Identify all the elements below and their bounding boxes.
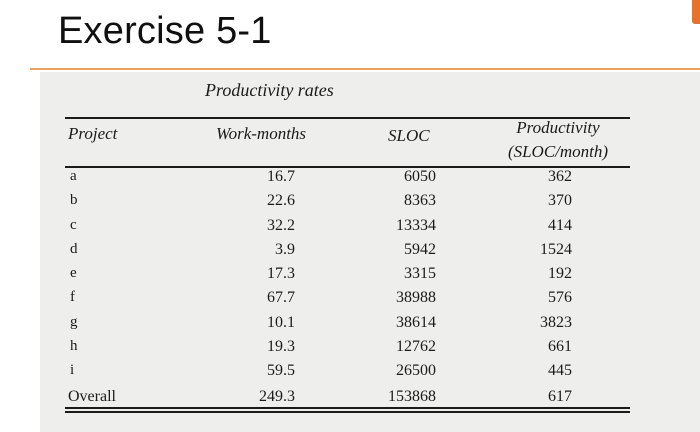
- cell-sloc: 38614: [396, 313, 436, 331]
- cell-work-months: 3.9: [275, 240, 295, 258]
- table-row: a 16.7 6050 362: [0, 166, 700, 190]
- header-sloc: SLOC: [388, 126, 430, 145]
- cell-sloc: 5942: [404, 240, 436, 258]
- cell-project: e: [70, 265, 77, 282]
- cell-sloc: 12762: [396, 338, 436, 356]
- slide-title: Exercise 5-1: [58, 10, 272, 52]
- cell-work-months: 22.6: [267, 192, 295, 210]
- cell-project: b: [70, 192, 78, 209]
- cell-sloc: 3315: [404, 265, 436, 283]
- cell-work-months: 59.5: [267, 362, 295, 380]
- header-productivity-line2: (SLOC/month): [507, 142, 609, 161]
- table-row: f 67.7 38988 576: [0, 287, 700, 311]
- header-work-months: Work-months: [216, 124, 307, 143]
- cell-sloc: 13334: [396, 216, 436, 234]
- cell-work-months: 17.3: [267, 265, 295, 283]
- table-row: g 10.1 38614 3823: [0, 312, 700, 336]
- table-top-rule: [65, 117, 630, 119]
- cell-sloc: 26500: [396, 362, 436, 380]
- cell-productivity: 576: [548, 289, 572, 307]
- cell-productivity: 1524: [540, 240, 572, 258]
- accent-mark: [692, 0, 700, 24]
- cell-sloc: 153868: [388, 387, 436, 405]
- table-row-overall: Overall 249.3 153868 617: [0, 385, 700, 409]
- cell-sloc: 38988: [396, 289, 436, 307]
- cell-project: d: [70, 240, 78, 257]
- cell-project: f: [70, 289, 75, 306]
- table-row: c 32.2 13334 414: [0, 215, 700, 239]
- table-row: d 3.9 5942 1524: [0, 239, 700, 263]
- table-caption: Productivity rates: [205, 80, 334, 100]
- table-row: h 19.3 12762 661: [0, 336, 700, 360]
- table-bottom-rule-double: [65, 411, 630, 413]
- table-row: i 59.5 26500 445: [0, 360, 700, 384]
- cell-productivity: 445: [548, 362, 572, 380]
- cell-productivity: 617: [548, 387, 572, 405]
- cell-productivity: 370: [548, 192, 572, 210]
- cell-productivity: 362: [548, 168, 572, 185]
- cell-sloc: 8363: [404, 192, 436, 210]
- cell-productivity: 661: [548, 338, 572, 356]
- cell-project: Overall: [68, 387, 116, 405]
- cell-work-months: 32.2: [267, 216, 295, 234]
- cell-project: c: [70, 216, 77, 233]
- book-page-photo: [40, 72, 700, 432]
- table-header-rule: [65, 166, 630, 168]
- header-project: Project: [68, 124, 118, 143]
- cell-work-months: 67.7: [267, 289, 295, 307]
- header-productivity: Productivity (SLOC/month): [488, 116, 628, 164]
- header-productivity-line1: Productivity: [516, 118, 600, 137]
- table-bottom-rule: [65, 407, 630, 409]
- cell-work-months: 10.1: [267, 313, 295, 331]
- cell-productivity: 192: [548, 265, 572, 283]
- cell-project: h: [70, 338, 78, 355]
- title-underline: [30, 68, 700, 70]
- cell-productivity: 414: [548, 216, 572, 234]
- table-row: e 17.3 3315 192: [0, 263, 700, 287]
- cell-productivity: 3823: [540, 313, 572, 331]
- cell-project: i: [70, 362, 75, 379]
- cell-project: g: [70, 313, 78, 330]
- cell-sloc: 6050: [404, 168, 436, 185]
- table-row: b 22.6 8363 370: [0, 190, 700, 214]
- cell-work-months: 16.7: [267, 168, 295, 185]
- table-body: a 16.7 6050 362 b 22.6 8363 370 c 32.2 1…: [0, 166, 700, 409]
- cell-work-months: 19.3: [267, 338, 295, 356]
- cell-work-months: 249.3: [259, 387, 295, 405]
- cell-project: a: [70, 168, 77, 184]
